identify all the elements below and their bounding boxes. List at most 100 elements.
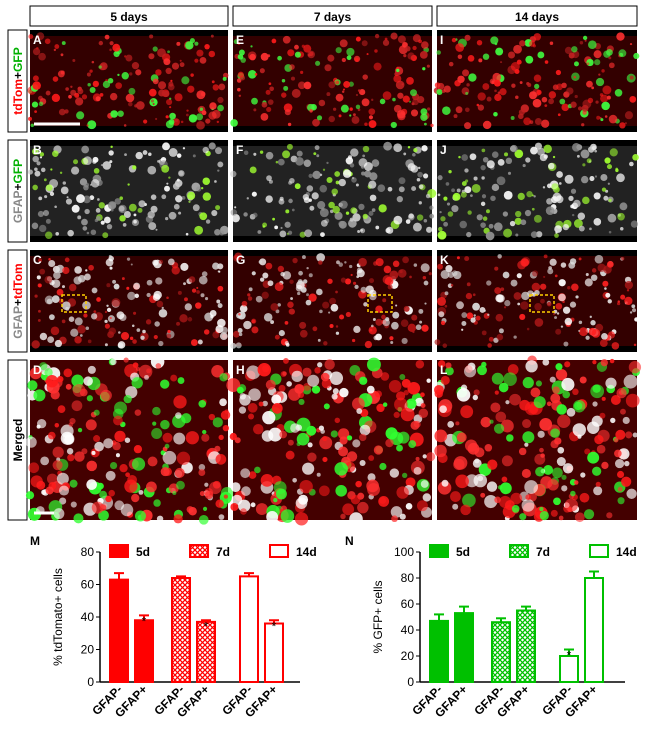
image-texture <box>62 181 67 185</box>
image-texture <box>580 472 586 478</box>
image-texture <box>166 182 169 185</box>
image-texture <box>77 274 86 283</box>
image-texture <box>520 219 527 226</box>
image-texture <box>592 359 597 365</box>
image-texture <box>403 54 407 58</box>
image-texture <box>175 195 183 203</box>
image-texture <box>487 343 492 348</box>
image-texture <box>421 324 429 332</box>
image-texture <box>265 195 273 203</box>
image-texture <box>201 433 210 442</box>
image-texture <box>201 110 207 116</box>
image-texture <box>158 81 167 90</box>
image-texture <box>251 271 256 276</box>
image-texture <box>524 442 529 447</box>
image-texture <box>345 211 350 215</box>
image-texture <box>594 59 601 66</box>
image-texture <box>36 32 45 41</box>
image-texture <box>542 186 546 189</box>
image-texture <box>241 300 248 307</box>
image-texture <box>174 93 183 102</box>
image-texture <box>268 427 283 442</box>
image-texture <box>354 284 359 290</box>
row-label: Merged <box>11 419 25 462</box>
image-texture <box>305 299 312 306</box>
image-texture <box>482 120 492 130</box>
image-texture <box>481 148 486 153</box>
row-label-part: GFAP <box>11 191 25 224</box>
image-texture <box>450 283 454 287</box>
image-texture <box>294 51 301 58</box>
image-texture <box>243 212 248 217</box>
image-texture <box>171 62 180 70</box>
image-texture <box>216 299 221 304</box>
image-texture <box>74 336 82 344</box>
image-texture <box>289 64 295 70</box>
image-texture <box>382 91 392 100</box>
image-texture <box>109 461 118 470</box>
image-texture <box>478 58 483 63</box>
image-texture <box>68 316 75 323</box>
image-texture <box>586 421 600 434</box>
image-texture <box>148 88 157 97</box>
image-texture <box>162 450 177 465</box>
image-texture <box>263 313 273 322</box>
image-texture <box>544 60 549 64</box>
image-texture <box>474 458 480 464</box>
image-texture <box>94 441 104 452</box>
image-texture <box>294 183 301 190</box>
image-texture <box>436 88 443 96</box>
image-texture <box>350 494 361 505</box>
image-texture <box>400 407 415 422</box>
image-texture <box>335 47 342 54</box>
image-texture <box>218 83 226 91</box>
image-texture <box>346 451 358 462</box>
image-texture <box>397 431 410 444</box>
image-texture <box>469 153 477 161</box>
image-texture <box>423 218 428 223</box>
image-texture <box>502 271 510 279</box>
image-texture <box>31 222 39 230</box>
image-texture <box>338 446 349 457</box>
image-texture <box>490 195 496 202</box>
image-texture <box>518 447 527 456</box>
image-texture <box>481 330 487 336</box>
image-texture <box>570 188 577 194</box>
image-texture <box>149 98 158 107</box>
image-texture <box>525 157 531 163</box>
image-texture <box>561 474 567 480</box>
image-texture <box>332 388 339 395</box>
image-texture <box>393 74 402 83</box>
image-texture <box>410 420 420 430</box>
image-texture <box>427 107 431 111</box>
image-texture <box>274 225 279 230</box>
image-texture <box>434 444 447 458</box>
image-texture <box>335 325 339 328</box>
image-texture <box>570 101 577 108</box>
image-texture <box>348 81 354 87</box>
image-texture <box>464 256 470 262</box>
image-texture <box>47 431 56 440</box>
image-texture <box>63 368 73 378</box>
image-texture <box>184 297 188 302</box>
image-texture <box>85 419 97 431</box>
image-texture <box>390 121 397 129</box>
image-texture <box>70 85 73 88</box>
image-texture <box>106 304 109 307</box>
image-texture <box>131 377 143 389</box>
image-texture <box>606 49 613 56</box>
image-texture <box>289 279 294 284</box>
image-texture <box>445 366 454 376</box>
image-texture <box>507 364 519 375</box>
image-texture <box>524 209 532 217</box>
image-texture <box>316 154 320 158</box>
bar <box>491 621 511 684</box>
panel-letter: M <box>30 534 40 548</box>
image-texture <box>273 497 278 503</box>
image-texture <box>464 186 472 194</box>
image-texture <box>285 209 290 214</box>
image-texture <box>503 372 517 386</box>
image-texture <box>93 168 100 174</box>
image-texture <box>107 77 114 84</box>
image-texture <box>625 393 640 408</box>
